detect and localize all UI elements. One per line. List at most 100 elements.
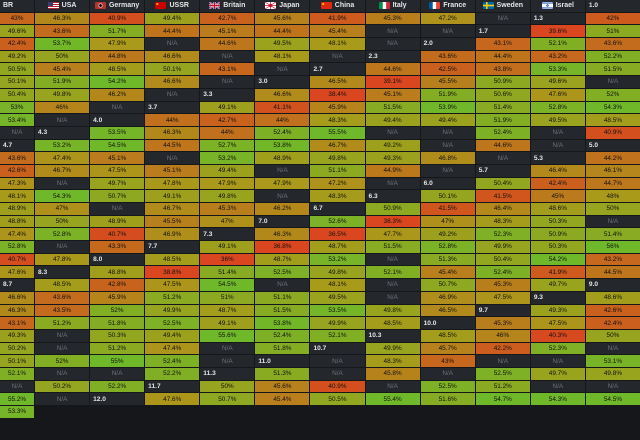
winrate-cell: 45.6% <box>255 380 310 393</box>
winrate-cell: N/A <box>200 355 255 367</box>
winrate-cell: 51.3% <box>420 253 475 266</box>
winrate-cell: 52.2% <box>585 50 640 63</box>
winrate-cell: N/A <box>310 367 365 380</box>
winrate-cell: 44.7% <box>585 177 640 190</box>
column-header-france[interactable]: France <box>420 0 475 12</box>
column-header-china[interactable]: China <box>310 0 365 12</box>
winrate-cell: 53.3% <box>530 63 585 76</box>
winrate-cell: 51.8% <box>255 342 310 355</box>
winrate-cell: 50.5% <box>0 63 34 76</box>
winrate-cell: 44.9% <box>365 164 420 177</box>
winrate-cell: 39.6% <box>530 25 585 38</box>
winrate-cell: N/A <box>0 126 34 139</box>
winrate-cell: 49.9% <box>475 241 530 253</box>
winrate-cell: 53.5% <box>90 126 145 139</box>
winrate-cell: 44.2% <box>585 152 640 164</box>
winrate-cell: 42.4% <box>0 38 34 50</box>
winrate-cell: 44.6% <box>365 63 420 76</box>
winrate-cell: 41.9% <box>310 12 365 25</box>
br-row-label: 11.7 <box>145 380 200 393</box>
winrate-cell: 51.2% <box>90 342 145 355</box>
winrate-cell: 46.3% <box>0 304 34 317</box>
china-flag-icon <box>320 2 332 10</box>
winrate-cell: 45.1% <box>365 88 420 101</box>
winrate-cell: 36.8% <box>255 241 310 253</box>
winrate-cell: 52.5% <box>145 317 200 329</box>
winrate-cell: 47% <box>420 215 475 228</box>
winrate-cell: 50.9% <box>365 203 420 215</box>
winrate-cell: 38.3% <box>365 215 420 228</box>
column-header-ussr[interactable]: USSR <box>145 0 200 12</box>
br-row-label: 6.3 <box>365 190 420 202</box>
winrate-cell: N/A <box>585 76 640 88</box>
winrate-cell: N/A <box>145 38 200 50</box>
winrate-cell: 51.9% <box>420 88 475 101</box>
column-header-britain[interactable]: Britain <box>200 0 255 12</box>
column-header-germany[interactable]: Germany <box>90 0 145 12</box>
winrate-cell: 52.2% <box>90 380 145 393</box>
winrate-cell: 55.2% <box>0 393 34 405</box>
winrate-cell: N/A <box>365 279 420 291</box>
br-column-header[interactable]: BR <box>0 0 34 12</box>
winrate-cell: 47.5% <box>90 164 145 177</box>
winrate-cell: 46.9% <box>420 291 475 304</box>
winrate-cell: N/A <box>365 38 420 50</box>
br-row-label: 10.0 <box>420 317 475 329</box>
winrate-cell: N/A <box>35 393 90 405</box>
winrate-cell: 53.8% <box>255 139 310 152</box>
sweden-flag-icon <box>482 2 494 10</box>
winrate-cell: 49.1% <box>200 101 255 114</box>
br-row-label: 2.0 <box>420 38 475 50</box>
winrate-cell: 48.7% <box>310 241 365 253</box>
column-header-israel[interactable]: Israel <box>530 0 585 12</box>
winrate-cell: N/A <box>90 367 145 380</box>
winrate-cell: N/A <box>310 50 365 63</box>
winrate-cell: 38.4% <box>310 88 365 101</box>
winrate-cell: 42.2% <box>475 342 530 355</box>
winrate-cell: 45% <box>530 190 585 202</box>
winrate-cell: 42.6% <box>585 304 640 317</box>
winrate-cell: 49.8% <box>585 367 640 380</box>
winrate-cell: N/A <box>255 190 310 202</box>
winrate-cell: 56% <box>585 241 640 253</box>
winrate-cell: 49.8% <box>310 152 365 164</box>
winrate-cell: 54.3% <box>35 190 90 202</box>
winrate-cell: 52.7% <box>200 139 255 152</box>
winrate-cell: 51.4% <box>475 101 530 114</box>
winrate-cell: 51% <box>200 291 255 304</box>
winrate-cell: N/A <box>365 126 420 139</box>
winrate-cell: 49.3% <box>0 329 34 342</box>
column-header-label: USA <box>61 2 77 10</box>
winrate-cell: 48.7% <box>255 253 310 266</box>
winrate-cell: 49.1% <box>200 317 255 329</box>
winrate-cell: 47% <box>35 203 90 215</box>
winrate-cell: 47.6% <box>145 393 200 405</box>
column-header-sweden[interactable]: Sweden <box>475 0 530 12</box>
winrate-cell: N/A <box>200 76 255 88</box>
column-header-italy[interactable]: Italy <box>365 0 420 12</box>
winrate-cell: 38.8% <box>145 266 200 279</box>
winrate-cell: 45.3% <box>365 12 420 25</box>
winrate-cell: 44% <box>200 126 255 139</box>
israel-flag-icon <box>541 2 553 10</box>
winrate-cell: 55.6% <box>200 329 255 342</box>
winrate-cell: 47.8% <box>35 253 90 266</box>
winrate-cell: 48.1% <box>310 279 365 291</box>
germany-flag-icon <box>94 2 106 10</box>
column-header-japan[interactable]: Japan <box>255 0 310 12</box>
winrate-cell: 52% <box>585 88 640 101</box>
winrate-cell: N/A <box>90 203 145 215</box>
br-row-label: 1.7 <box>475 25 530 38</box>
winrate-cell: 49.3% <box>530 304 585 317</box>
winrate-cell: 42.8% <box>90 279 145 291</box>
winrate-cell: 51.4% <box>585 228 640 241</box>
winrate-cell: 44% <box>255 114 310 126</box>
winrate-cell: N/A <box>475 12 530 25</box>
winrate-cell: 43.6% <box>35 291 90 304</box>
winrate-cell: 55.4% <box>365 393 420 405</box>
winrate-cell: 43.2% <box>530 50 585 63</box>
winrate-cell: 47.9% <box>90 38 145 50</box>
column-header-usa[interactable]: USA <box>35 0 90 12</box>
winrate-cell: 49.7% <box>530 367 585 380</box>
